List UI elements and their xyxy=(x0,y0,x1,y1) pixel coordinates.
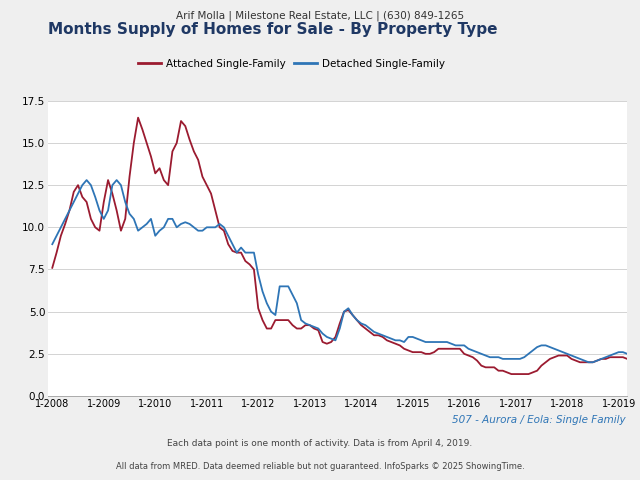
Text: Each data point is one month of activity. Data is from April 4, 2019.: Each data point is one month of activity… xyxy=(168,439,472,448)
Text: Arif Molla | Milestone Real Estate, LLC | (630) 849-1265: Arif Molla | Milestone Real Estate, LLC … xyxy=(176,11,464,21)
Text: Months Supply of Homes for Sale - By Property Type: Months Supply of Homes for Sale - By Pro… xyxy=(48,22,497,36)
Text: 507 - Aurora / Eola: Single Family: 507 - Aurora / Eola: Single Family xyxy=(452,415,626,425)
Legend: Attached Single-Family, Detached Single-Family: Attached Single-Family, Detached Single-… xyxy=(133,54,449,72)
Text: All data from MRED. Data deemed reliable but not guaranteed. InfoSparks © 2025 S: All data from MRED. Data deemed reliable… xyxy=(116,462,524,471)
